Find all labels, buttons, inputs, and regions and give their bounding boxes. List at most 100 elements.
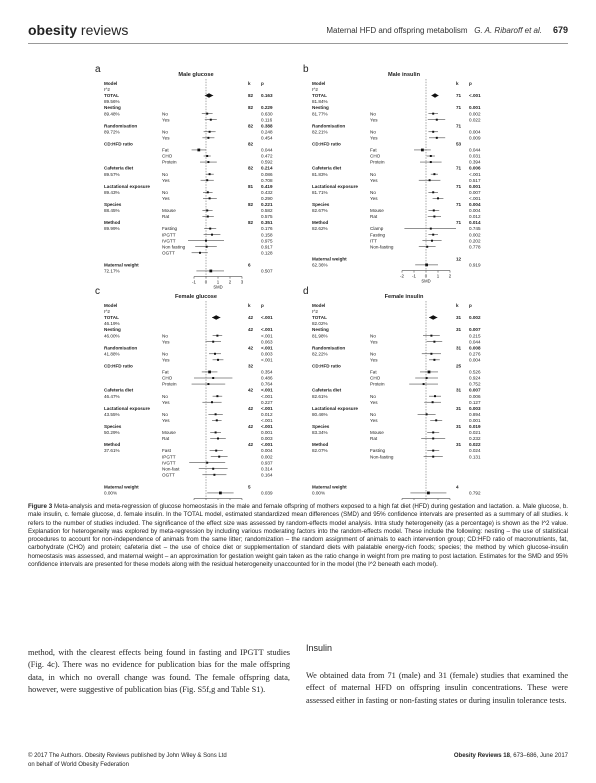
model-label: Lactational exposure: [312, 184, 358, 189]
effect-marker: [215, 449, 218, 452]
group-label: Fast: [162, 448, 172, 453]
effect-marker: [209, 118, 212, 121]
p-value: 0.575: [261, 214, 273, 219]
group-label: Rat: [162, 436, 170, 441]
model-label: Nesting: [104, 105, 121, 110]
effect-marker: [219, 491, 222, 495]
k-value: 82: [248, 123, 254, 128]
group-label: CHO: [370, 154, 381, 159]
body-text-left: method, with the clearest effects being …: [28, 648, 290, 694]
p-value: <.001: [261, 406, 273, 411]
p-value: 0.019: [469, 424, 481, 429]
model-label: TOTAL: [312, 93, 327, 98]
p-value: <.001: [261, 345, 273, 350]
model-label: 0.00%: [312, 491, 325, 496]
group-label: Yes: [370, 339, 378, 344]
p-value: 0.014: [469, 220, 481, 225]
model-label: Species: [104, 202, 122, 207]
group-label: IVGTT: [162, 460, 176, 465]
p-value: 0.229: [261, 105, 273, 110]
model-label: TOTAL: [104, 93, 119, 98]
effect-marker: [429, 161, 432, 164]
group-label: Protein: [162, 160, 177, 165]
p-value: 0.003: [261, 436, 273, 441]
effect-marker: [425, 377, 428, 379]
panel-letter: d: [303, 286, 309, 297]
page-number: 679: [552, 25, 568, 35]
p-value: 0.351: [261, 220, 273, 225]
k-value: 4: [456, 485, 459, 490]
p-value: 0.009: [469, 135, 481, 140]
effect-marker: [432, 455, 435, 458]
group-label: Mouse: [370, 430, 384, 435]
p-value: <.001: [469, 172, 481, 177]
group-label: Rat: [162, 214, 170, 219]
x-tick-label: -1: [192, 280, 196, 285]
effect-marker: [213, 473, 216, 476]
k-value: 82: [248, 142, 254, 147]
model-label: Lactational exposure: [104, 406, 150, 411]
p-value: 0.021: [469, 430, 481, 435]
effect-marker: [208, 130, 211, 133]
k-value: 71: [456, 166, 462, 171]
x-tick-label: 3: [241, 280, 244, 285]
p-value: 0.526: [469, 370, 481, 375]
k-value: 5: [248, 485, 251, 490]
group-label: No: [370, 172, 376, 177]
p-value: 0.116: [261, 117, 273, 122]
k-value: 25: [456, 364, 462, 369]
model-label: 88.45%: [104, 208, 120, 213]
p-value: 0.507: [261, 269, 273, 274]
effect-marker: [427, 370, 431, 374]
model-label: TOTAL: [104, 315, 119, 320]
model-label: 82.67%: [312, 208, 328, 213]
model-label: 81.98%: [312, 333, 328, 338]
effect-marker: [212, 467, 215, 470]
p-value: 0.778: [469, 244, 481, 249]
group-label: No: [370, 412, 376, 417]
group-label: IPGTT: [162, 232, 176, 237]
model-label: I^2: [312, 87, 318, 92]
k-value: k: [248, 303, 251, 308]
group-label: Rat: [370, 436, 378, 441]
p-value: 0.975: [261, 238, 273, 243]
p-value: <.001: [261, 442, 273, 447]
effect-marker: [214, 413, 217, 416]
group-label: No: [162, 351, 168, 356]
k-value: 42: [248, 388, 254, 393]
model-label: CD:HFD ratio: [312, 364, 341, 369]
group-label: Mouse: [162, 208, 176, 213]
k-value: 81: [248, 184, 254, 189]
model-label: Model: [312, 81, 325, 86]
k-value: 82: [248, 105, 254, 110]
group-label: IVGTT: [162, 238, 176, 243]
group-label: CHO: [162, 376, 173, 381]
k-value: 82: [248, 220, 254, 225]
effect-marker: [430, 352, 433, 355]
effect-marker: [432, 449, 435, 452]
group-label: Mouse: [370, 208, 384, 213]
p-value: 0.163: [261, 93, 273, 98]
panel-letter: b: [303, 64, 309, 75]
group-label: Yes: [162, 339, 170, 344]
model-label: Randomisation: [104, 345, 137, 350]
effect-marker: [214, 431, 217, 434]
k-value: 6: [248, 263, 251, 268]
k-value: 42: [248, 406, 254, 411]
k-value: 71: [456, 202, 462, 207]
p-value: 0.582: [261, 208, 273, 213]
group-label: Yes: [370, 357, 378, 362]
model-label: 50.29%: [104, 430, 120, 435]
p-value: 0.001: [261, 430, 273, 435]
p-value: <.001: [261, 315, 273, 320]
p-value: 0.086: [261, 172, 273, 177]
k-value: 82: [248, 93, 254, 98]
effect-marker: [432, 112, 435, 115]
k-value: 31: [456, 442, 462, 447]
group-label: Yes: [162, 400, 170, 405]
model-label: Lactational exposure: [104, 184, 150, 189]
p-value: 0.630: [261, 111, 273, 116]
p-value: 0.432: [261, 190, 273, 195]
model-label: Maternal weight: [104, 485, 139, 490]
effect-marker: [421, 148, 424, 152]
